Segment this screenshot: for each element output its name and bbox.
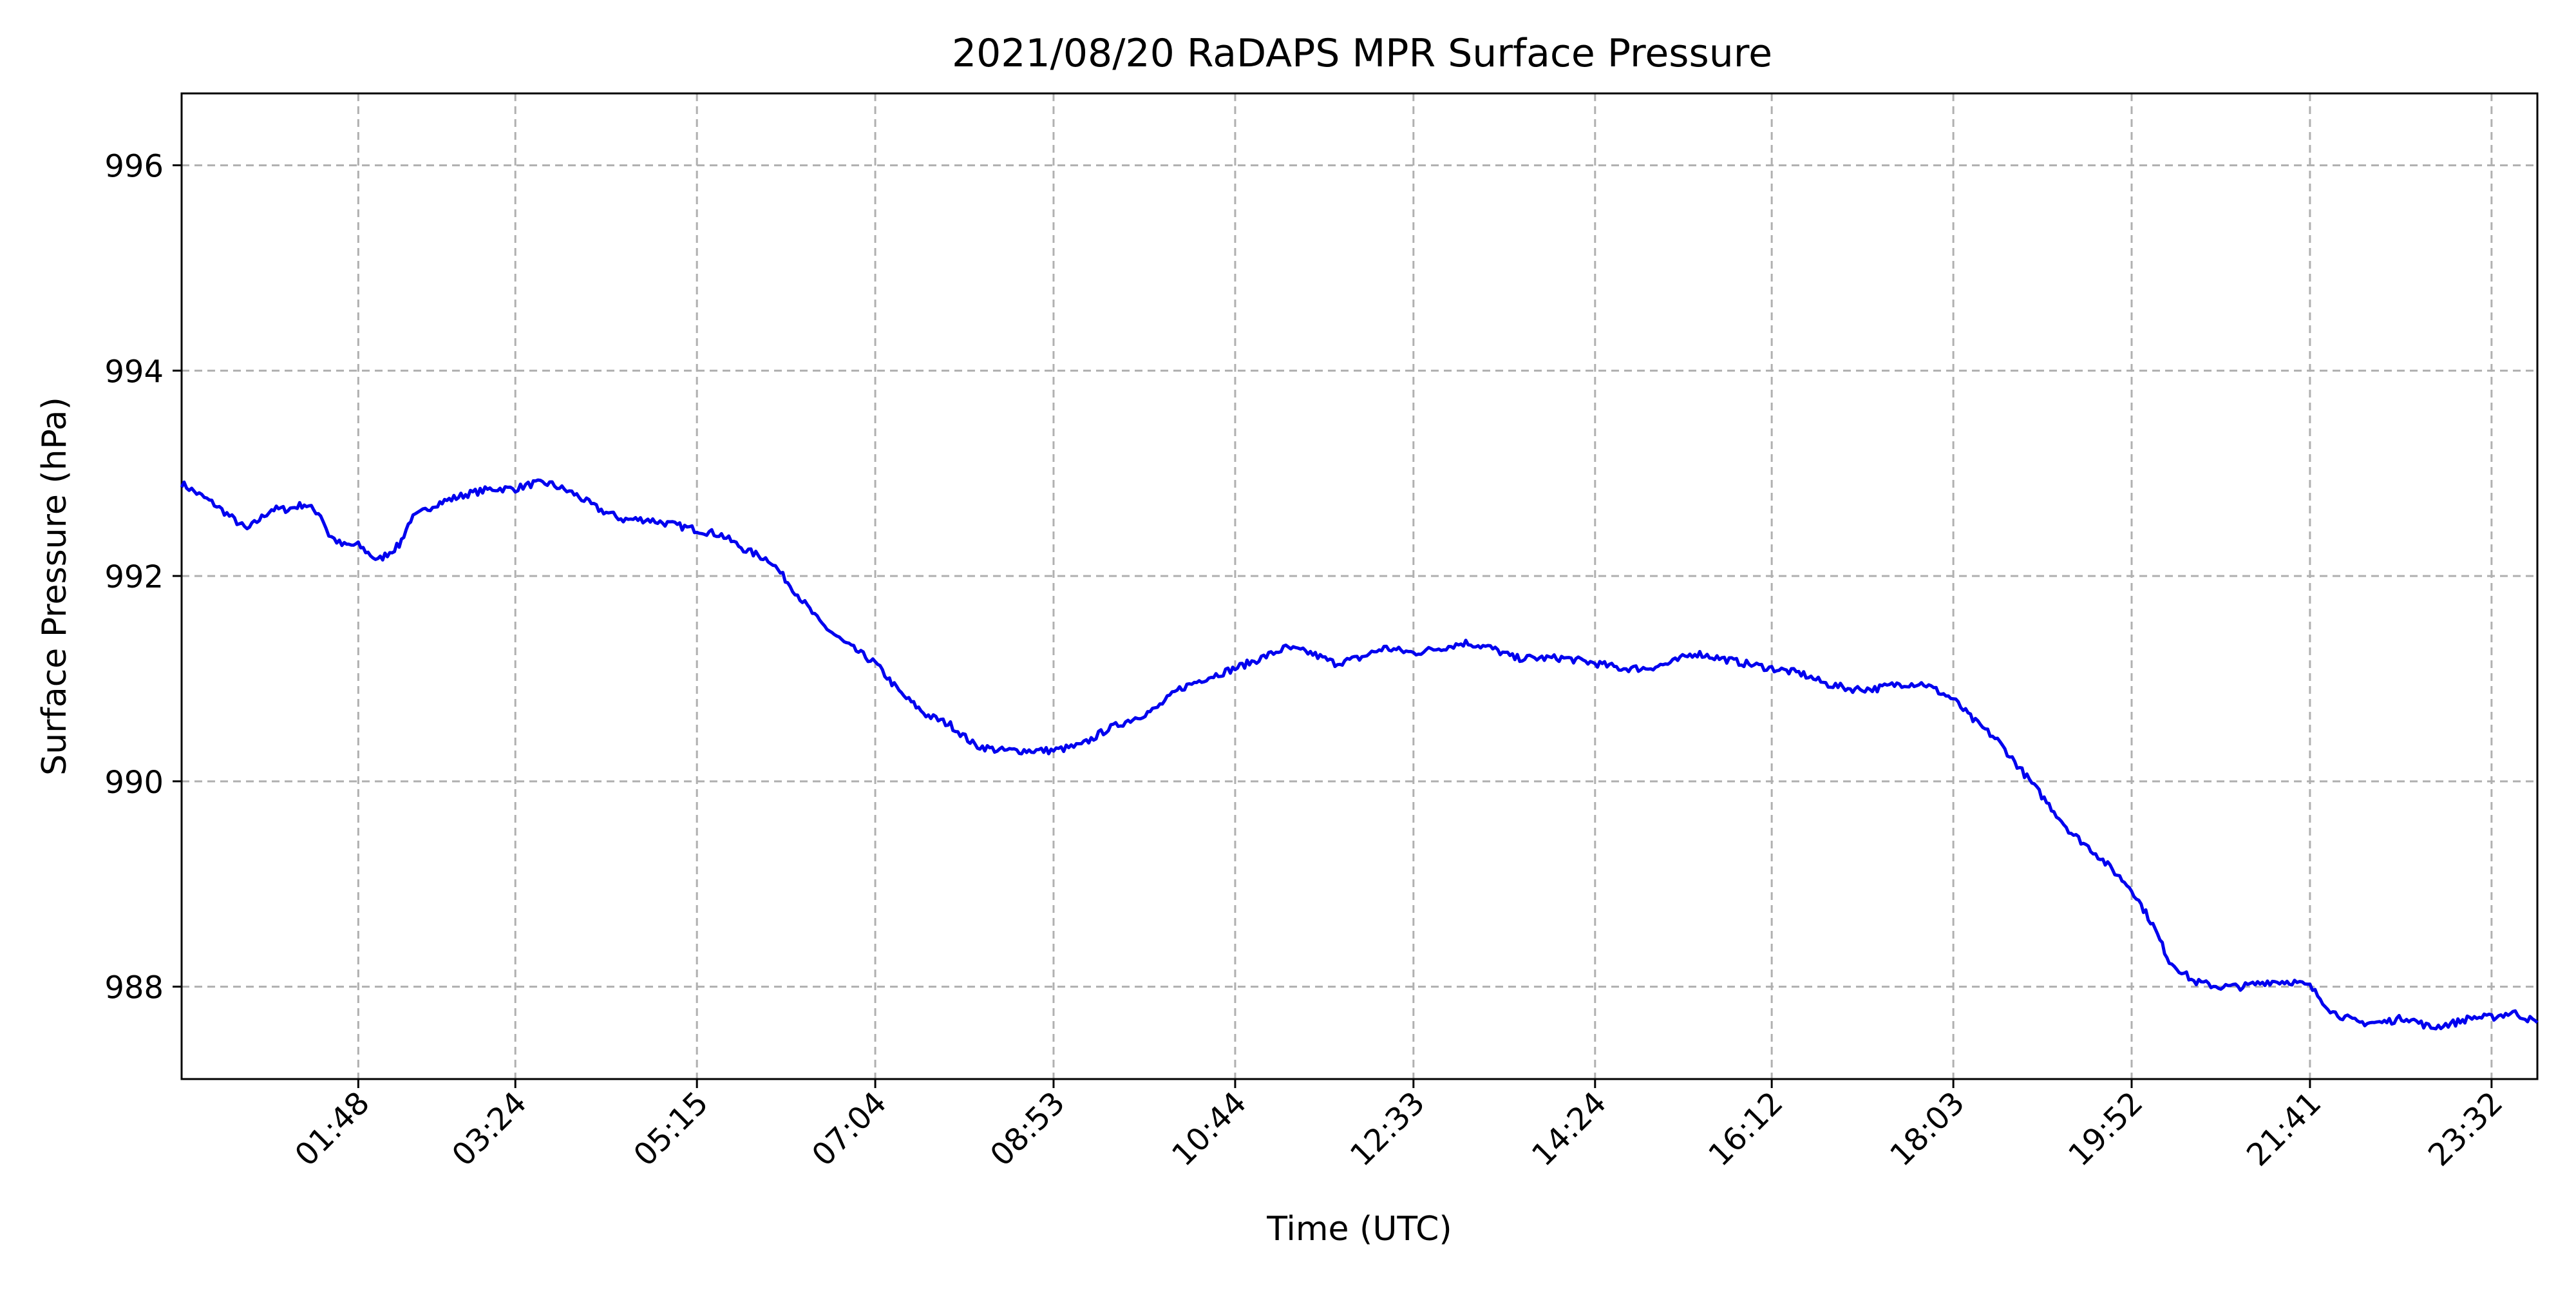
x-axis: 01:48 03:24 05:15 07:04 08:53 10:44 12:33 14:24… xyxy=(288,1079,2510,1173)
y-tick-label: 990 xyxy=(104,765,164,801)
y-tick-label: 996 xyxy=(104,149,164,185)
x-tick-label: 01:48 xyxy=(288,1085,376,1173)
x-axis-label: Time (UTC) xyxy=(1266,1210,1452,1248)
y-tick-label: 988 xyxy=(104,970,164,1006)
x-tick-label: 12:33 xyxy=(1343,1085,1432,1173)
x-tick-label: 03:24 xyxy=(445,1085,533,1173)
x-tick-label: 18:03 xyxy=(1883,1085,1971,1173)
x-tick-label: 19:52 xyxy=(2061,1085,2150,1173)
series-layer xyxy=(180,478,2539,1031)
chart-title: 2021/08/20 RaDAPS MPR Surface Pressure xyxy=(952,31,1772,76)
plot-area xyxy=(180,92,2539,1080)
grid-layer xyxy=(182,93,2537,1079)
x-tick-label: 08:53 xyxy=(983,1085,1072,1173)
x-tick-label: 16:12 xyxy=(1701,1085,1790,1173)
pressure-series-line xyxy=(180,478,2539,1031)
x-tick-label: 14:24 xyxy=(1525,1085,1613,1173)
y-tick-label: 992 xyxy=(104,559,164,595)
y-axis-label: Surface Pressure (hPa) xyxy=(35,397,74,776)
y-tick-label: 994 xyxy=(104,354,164,390)
x-tick-label: 10:44 xyxy=(1165,1085,1253,1173)
x-tick-label: 05:15 xyxy=(627,1085,715,1173)
x-tick-label: 07:04 xyxy=(805,1085,893,1173)
x-tick-label: 21:41 xyxy=(2240,1085,2328,1173)
y-axis: 988 990 992 994 996 xyxy=(104,149,182,1006)
x-tick-label: 23:32 xyxy=(2421,1085,2510,1173)
